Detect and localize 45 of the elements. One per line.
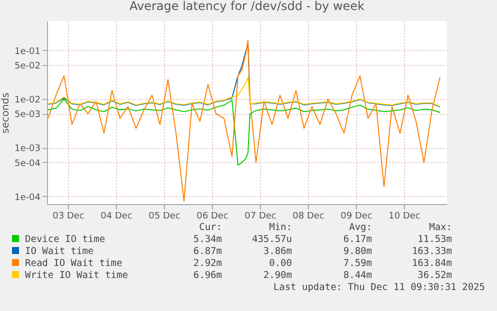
line-series: [48, 40, 440, 202]
text: 2.92m: [192, 258, 222, 270]
y-tick-label: 1e-03: [14, 144, 40, 154]
text: 36.52m: [416, 270, 452, 282]
legend-label: Read IO Wait time: [24, 258, 124, 270]
x-tick-label: 09 Dec: [340, 212, 372, 222]
legend-label: IO Wait time: [24, 246, 95, 258]
y-axis-title: seconds: [0, 92, 12, 134]
legend-label: Device IO time: [24, 234, 106, 246]
x-tick-label: 06 Dec: [196, 212, 228, 222]
text: Cur:: [198, 222, 222, 234]
y-tick-label: 1e-02: [14, 96, 40, 106]
text: Last update: Thu Dec 11 09:30:31 2025: [273, 282, 485, 293]
line-series: [48, 76, 440, 108]
text: 6.96m: [192, 270, 222, 282]
y-tick-label: 1e-01: [14, 46, 40, 57]
x-tick-label: 10 Dec: [388, 212, 420, 222]
x-tick-label: 05 Dec: [148, 212, 180, 222]
text: 0.00: [268, 258, 292, 270]
text: 163.84m: [410, 258, 452, 270]
text: Max:: [428, 222, 452, 234]
text: 6.87m: [192, 246, 222, 258]
x-tick-label: 07 Dec: [244, 212, 276, 222]
text: 163.33m: [410, 246, 452, 258]
y-tick-label: 5e-03: [14, 110, 40, 120]
text: 435.57u: [250, 234, 292, 246]
text: 3.86m: [262, 246, 292, 258]
text: 11.53m: [416, 234, 452, 246]
y-tick-label: 1e-04: [14, 192, 41, 203]
text: Min:: [268, 222, 292, 234]
y-tick-label: 5e-02: [14, 61, 40, 72]
text: 2.90m: [262, 270, 292, 282]
x-tick-label: 08 Dec: [292, 212, 324, 222]
legend-label: Write IO Wait time: [24, 270, 129, 282]
text: 8.44m: [342, 270, 372, 282]
text: 5.34m: [192, 234, 222, 246]
chart-title: Average latency for /dev/sdd - by week: [130, 0, 365, 13]
text: 6.17m: [342, 234, 372, 246]
x-tick-label: 03 Dec: [52, 212, 84, 222]
x-tick-label: 04 Dec: [100, 212, 132, 222]
y-tick-label: 5e-04: [14, 158, 41, 169]
line-series: [48, 98, 440, 166]
text: 9.80m: [342, 246, 372, 258]
text: 7.59m: [342, 258, 372, 270]
text: Avg:: [348, 222, 372, 234]
